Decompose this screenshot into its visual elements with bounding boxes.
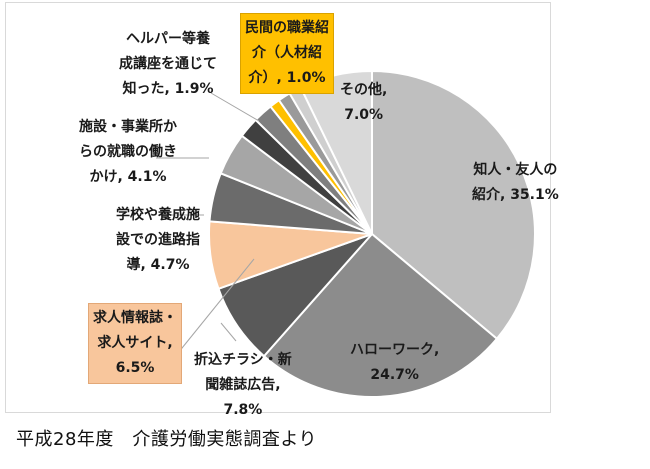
slice-label-line: 学校や養成施 (116, 207, 200, 223)
slice-label-line: 24.7% (370, 367, 419, 383)
source-caption: 平成28年度 介護労働実態調査より (16, 429, 318, 450)
chart-frame: 知人・友人の 紹介, 35.1% ハローワーク, 24.7% 折込チラシ・新 聞雑誌広告,… (5, 2, 559, 418)
slice-label: 学校や養成施 設での進路指 導, 4.7% (116, 203, 200, 278)
slice-label-line: 施設・事業所か (79, 119, 177, 135)
leader-line (220, 322, 237, 342)
slice-label-line: 7.8% (223, 402, 263, 418)
slice-label: 知人・友人の 紹介, 35.1% (472, 158, 559, 208)
slice-label: ヘルパー等養 成講座を通じて 知った, 1.9% (119, 27, 217, 102)
slice-label-line: 介）, 1.0% (248, 70, 326, 86)
slice-label-line: 7.0% (344, 107, 384, 123)
slice-label-line: 求人サイト, (97, 335, 173, 351)
slice-label-line: 設での進路指 (116, 232, 200, 248)
slice-label-line: かけ, 4.1% (89, 169, 167, 185)
pie-slice (262, 232, 499, 398)
slice-label-line: 介（人材紹 (252, 45, 322, 61)
slice-label-line: ハローワーク, (350, 342, 440, 358)
slice-label: 折込チラシ・新 聞雑誌広告, 7.8% (194, 348, 292, 423)
slice-label: 求人情報誌・ 求人サイト, 6.5% (88, 303, 182, 384)
slice-label-line: らの就職の働き (79, 144, 177, 160)
slice-label: 施設・事業所か らの就職の働き かけ, 4.1% (79, 115, 177, 190)
slice-label-line: ヘルパー等養 (126, 31, 210, 47)
slice-label: その他, 7.0% (340, 78, 387, 128)
slice-label-line: 成講座を通じて (119, 56, 217, 72)
slice-label-line: 6.5% (115, 360, 155, 376)
slice-label-line: 紹介, 35.1% (472, 187, 559, 203)
slice-label-line: 知った, 1.9% (122, 81, 214, 97)
pie-slice (371, 69, 536, 341)
slice-label-line: 民間の職業紹 (245, 20, 329, 36)
slice-label-line: 折込チラシ・新 (194, 352, 292, 368)
slice-label-line: 求人情報誌・ (93, 310, 177, 326)
leader-line (210, 92, 260, 122)
leader-line (177, 258, 255, 354)
slice-label-line: 導, 4.7% (126, 257, 190, 273)
slice-label-line: 聞雑誌広告, (205, 377, 281, 393)
slice-label: 民間の職業紹 介（人材紹介）, 1.0% (240, 13, 334, 94)
slice-label-line: 知人・友人の (473, 162, 558, 178)
slice-label: ハローワーク, 24.7% (350, 338, 439, 388)
slice-label-line: その他, (340, 82, 388, 98)
